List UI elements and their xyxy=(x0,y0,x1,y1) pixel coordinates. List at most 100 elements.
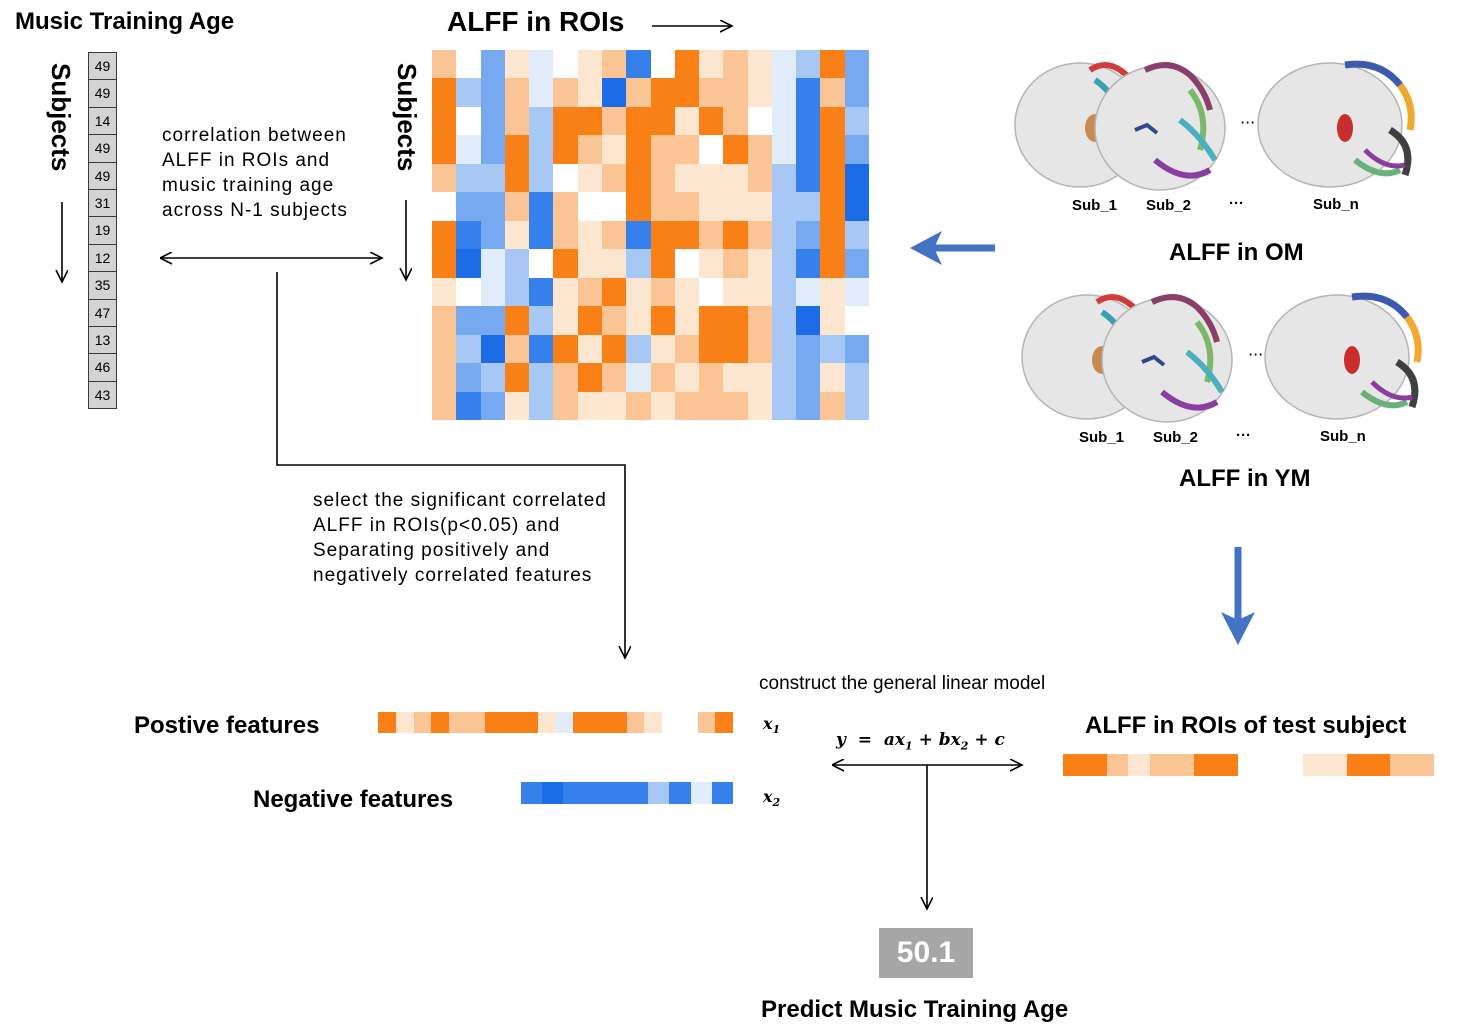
heatmap-cell xyxy=(529,50,554,79)
feature-cell xyxy=(555,712,574,733)
heatmap-cell xyxy=(723,106,748,136)
heatmap-cell xyxy=(504,192,530,221)
feature-cell xyxy=(378,712,396,733)
subjects-label-right: Subjects xyxy=(392,63,422,172)
feature-cell xyxy=(627,782,649,804)
age-column: 49 49 14 49 49 31 19 12 35 47 13 46 43 xyxy=(88,52,117,410)
heatmap-cell xyxy=(480,163,505,193)
heatmap-cell xyxy=(747,192,772,221)
heatmap-cell xyxy=(747,135,772,164)
feature-cell xyxy=(542,782,564,804)
heatmap-cell xyxy=(553,50,578,79)
heatmap-cell xyxy=(480,334,505,364)
heatmap-cell xyxy=(432,163,457,193)
heatmap-cell xyxy=(480,192,505,221)
age-cell: 14 xyxy=(88,106,117,136)
heatmap-cell xyxy=(529,277,554,307)
heatmap-cell xyxy=(553,249,578,278)
heatmap-cell xyxy=(796,135,821,164)
feature-cell xyxy=(1303,754,1325,776)
heatmap-cell xyxy=(674,106,700,136)
feature-cell xyxy=(1128,754,1151,776)
heatmap-cell xyxy=(553,135,578,164)
heatmap-cell xyxy=(723,78,748,107)
heatmap-cell xyxy=(601,249,627,278)
feature-cell xyxy=(1281,754,1304,776)
heatmap-cell xyxy=(480,391,505,420)
heatmap-cell xyxy=(553,277,578,307)
heatmap-cell xyxy=(747,249,772,278)
heatmap-cell xyxy=(771,277,797,307)
heatmap-cell xyxy=(771,78,797,107)
heatmap-cell xyxy=(626,363,651,392)
heatmap-cell xyxy=(601,163,627,193)
heatmap-cell xyxy=(771,334,797,364)
heatmap-cell xyxy=(650,306,675,335)
heatmap-cell xyxy=(432,306,457,335)
feature-cell xyxy=(715,712,733,733)
heatmap-cell xyxy=(626,50,651,79)
heatmap-cell xyxy=(650,135,675,164)
heatmap-cell xyxy=(601,306,627,335)
heatmap-cell xyxy=(601,220,627,250)
om-subn-label: Sub_n xyxy=(1313,196,1359,213)
heatmap-cell xyxy=(723,363,748,392)
heatmap-cell xyxy=(844,163,869,193)
heatmap-cell xyxy=(553,78,578,107)
heatmap-cell xyxy=(601,78,627,107)
heatmap-cell xyxy=(480,277,505,307)
heatmap-cell xyxy=(820,78,845,107)
om-sub2-label: Sub_2 xyxy=(1146,197,1192,214)
om-dots-label: ··· xyxy=(1229,195,1244,212)
brain-ym-subn xyxy=(1264,292,1422,420)
heatmap-cell xyxy=(480,220,505,250)
feature-cell xyxy=(563,782,585,804)
heatmap-cell xyxy=(747,106,772,136)
feature-cell xyxy=(1063,754,1085,776)
ym-brain-images: ··· xyxy=(1021,292,1422,423)
feature-cell xyxy=(1193,754,1216,776)
feature-cell xyxy=(395,712,414,733)
heatmap-cell xyxy=(747,363,772,392)
feature-cell xyxy=(573,712,591,733)
age-cell: 49 xyxy=(88,134,117,163)
age-cell: 12 xyxy=(88,243,117,273)
x2-label: x2 xyxy=(763,787,781,810)
prediction-value-box: 50.1 xyxy=(879,928,973,978)
heatmap-cell xyxy=(723,391,748,420)
feature-cell xyxy=(711,782,734,804)
heatmap-cell xyxy=(432,277,457,307)
heatmap-cell xyxy=(626,220,651,250)
heatmap-cell xyxy=(820,306,845,335)
heatmap-cell xyxy=(796,163,821,193)
heatmap-cell xyxy=(432,363,457,392)
heatmap-cell xyxy=(529,192,554,221)
heatmap-cell xyxy=(432,391,457,420)
heatmap-cell xyxy=(432,50,457,79)
age-cell: 19 xyxy=(88,216,117,245)
heatmap-cell xyxy=(820,277,845,307)
heatmap-cell xyxy=(650,220,675,250)
heatmap-cell xyxy=(771,391,797,420)
heatmap-cell xyxy=(456,391,481,420)
heatmap-cell xyxy=(626,334,651,364)
feature-cell xyxy=(591,712,609,733)
negative-features-strip xyxy=(521,782,734,804)
construct-model-note: construct the general linear model xyxy=(759,673,1046,694)
heatmap-cell xyxy=(650,334,675,364)
feature-cell xyxy=(608,712,627,733)
heatmap-cell xyxy=(601,135,627,164)
heatmap-cell xyxy=(650,249,675,278)
heatmap-cell xyxy=(529,363,554,392)
feature-cell xyxy=(1346,754,1369,776)
heatmap-cell xyxy=(626,135,651,164)
heatmap-cell xyxy=(820,391,845,420)
heatmap-cell xyxy=(699,50,724,79)
age-cell: 35 xyxy=(88,271,117,300)
heatmap-cell xyxy=(432,78,457,107)
brain-om-sub2 xyxy=(1094,62,1226,191)
heatmap-cell xyxy=(650,50,675,79)
om-dots-between: ··· xyxy=(1240,113,1255,132)
blue-left-arrow xyxy=(910,231,995,265)
heatmap-cell xyxy=(844,249,869,278)
